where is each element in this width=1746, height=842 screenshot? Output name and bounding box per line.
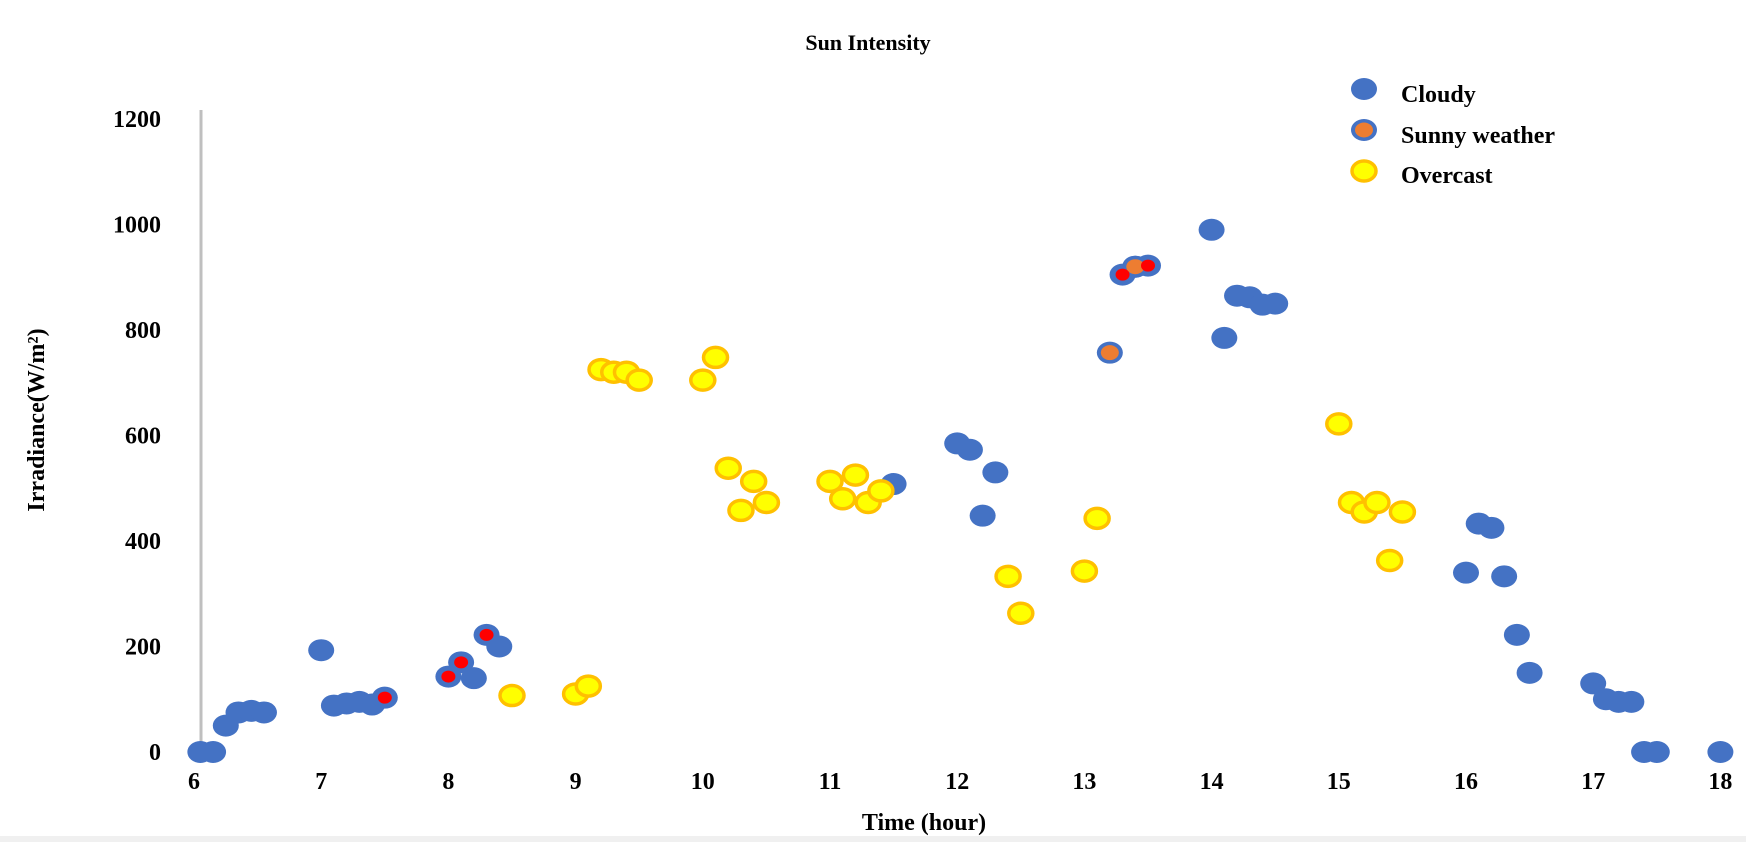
x-axis-title: Time (hour) [862, 810, 986, 836]
cloudy-point [250, 701, 277, 724]
overcast-point [689, 368, 717, 392]
highlight-point [1141, 259, 1155, 272]
highlight-point [1115, 268, 1130, 281]
cloudy-point [1491, 565, 1518, 588]
y-tick-label: 400 [125, 529, 161, 555]
cloudy-point [1643, 741, 1670, 763]
x-tick-label: 13 [1072, 769, 1096, 795]
cloudy-point [1453, 561, 1479, 584]
x-tick-label: 8 [442, 769, 454, 795]
cloudy-point [460, 667, 487, 690]
x-tick-label: 16 [1454, 769, 1478, 795]
y-tick-label: 200 [125, 635, 161, 661]
overcast-point [1070, 559, 1099, 583]
overcast-point [574, 674, 603, 698]
cloudy-point [1262, 292, 1289, 315]
overcast-point [625, 368, 653, 392]
overcast-point [816, 469, 844, 494]
overcast-point [1007, 601, 1035, 626]
legend-marker-sunny-inner [1355, 122, 1373, 138]
cloudy-point [969, 504, 996, 527]
cloudy-point [1580, 672, 1607, 695]
bottom-strip [0, 836, 1746, 842]
y-tick-label: 1200 [113, 107, 161, 133]
overcast-point [739, 469, 768, 494]
overcast-point [1325, 412, 1353, 436]
cloudy-point [200, 741, 227, 763]
legend-item-cloudy: Cloudy [1351, 78, 1476, 108]
cloudy-point [982, 461, 1009, 484]
sunny-point-center [1126, 259, 1145, 275]
x-tick-label: 15 [1327, 769, 1351, 795]
x-tick-label: 7 [315, 769, 327, 795]
overcast-point [498, 683, 526, 708]
y-tick-label: 800 [125, 318, 161, 344]
sunny-point-center [1100, 345, 1119, 361]
overcast-point [841, 463, 870, 487]
y-axis-title: Irradiance(W/m²) [24, 328, 50, 511]
highlight-point [377, 691, 392, 704]
cloudy-point [1198, 218, 1225, 241]
cloudy-point [1503, 623, 1530, 646]
y-tick-label: 600 [125, 424, 161, 450]
legend-label-sunny: Sunny weather [1401, 123, 1555, 149]
cloudy-point [1618, 690, 1645, 713]
x-tick-label: 14 [1200, 769, 1224, 795]
x-tick-label: 10 [691, 769, 715, 795]
cloudy-point [956, 438, 983, 461]
x-tick-label: 18 [1708, 769, 1732, 795]
overcast-point [867, 479, 895, 503]
x-tick-label: 9 [570, 769, 582, 795]
x-tick-labels: 6 7 8 9 10 11 12 13 14 15 16 17 18 [188, 769, 1732, 795]
x-tick-label: 6 [188, 769, 200, 795]
overcast-point [714, 456, 742, 480]
data-points [187, 218, 1734, 763]
y-tick-label: 0 [149, 740, 161, 766]
x-tick-label: 12 [945, 769, 969, 795]
overcast-point [727, 498, 755, 523]
cloudy-point [1707, 741, 1734, 763]
cloudy-point [1211, 326, 1238, 349]
chart-title: Sun Intensity [805, 30, 930, 55]
overcast-point [828, 487, 857, 511]
legend-marker-overcast [1350, 159, 1378, 183]
cloudy-point [308, 639, 335, 662]
cloudy-point [486, 635, 513, 658]
legend-marker-cloudy [1351, 78, 1377, 100]
cloudy-point [1516, 661, 1543, 684]
legend-item-sunny: Sunny weather [1351, 119, 1555, 149]
overcast-point [1388, 500, 1417, 524]
highlight-point [441, 670, 456, 683]
cloudy-point [1478, 516, 1505, 539]
legend-item-overcast: Overcast [1350, 159, 1493, 189]
overcast-point [994, 564, 1022, 589]
overcast-point [1363, 490, 1391, 515]
overcast-point [752, 490, 781, 515]
x-tick-label: 11 [819, 769, 842, 795]
y-tick-label: 1000 [113, 213, 161, 239]
overcast-point [701, 345, 730, 370]
highlight-point [479, 628, 494, 641]
legend-label-overcast: Overcast [1401, 163, 1493, 189]
y-tick-labels: 0 200 400 600 800 1000 1200 [113, 107, 161, 766]
legend-label-cloudy: Cloudy [1401, 82, 1476, 108]
overcast-point [1375, 548, 1404, 573]
overcast-point [1083, 506, 1111, 531]
legend: Cloudy Sunny weather Overcast [1350, 78, 1555, 189]
x-tick-label: 17 [1581, 769, 1605, 795]
highlight-point [454, 656, 469, 669]
